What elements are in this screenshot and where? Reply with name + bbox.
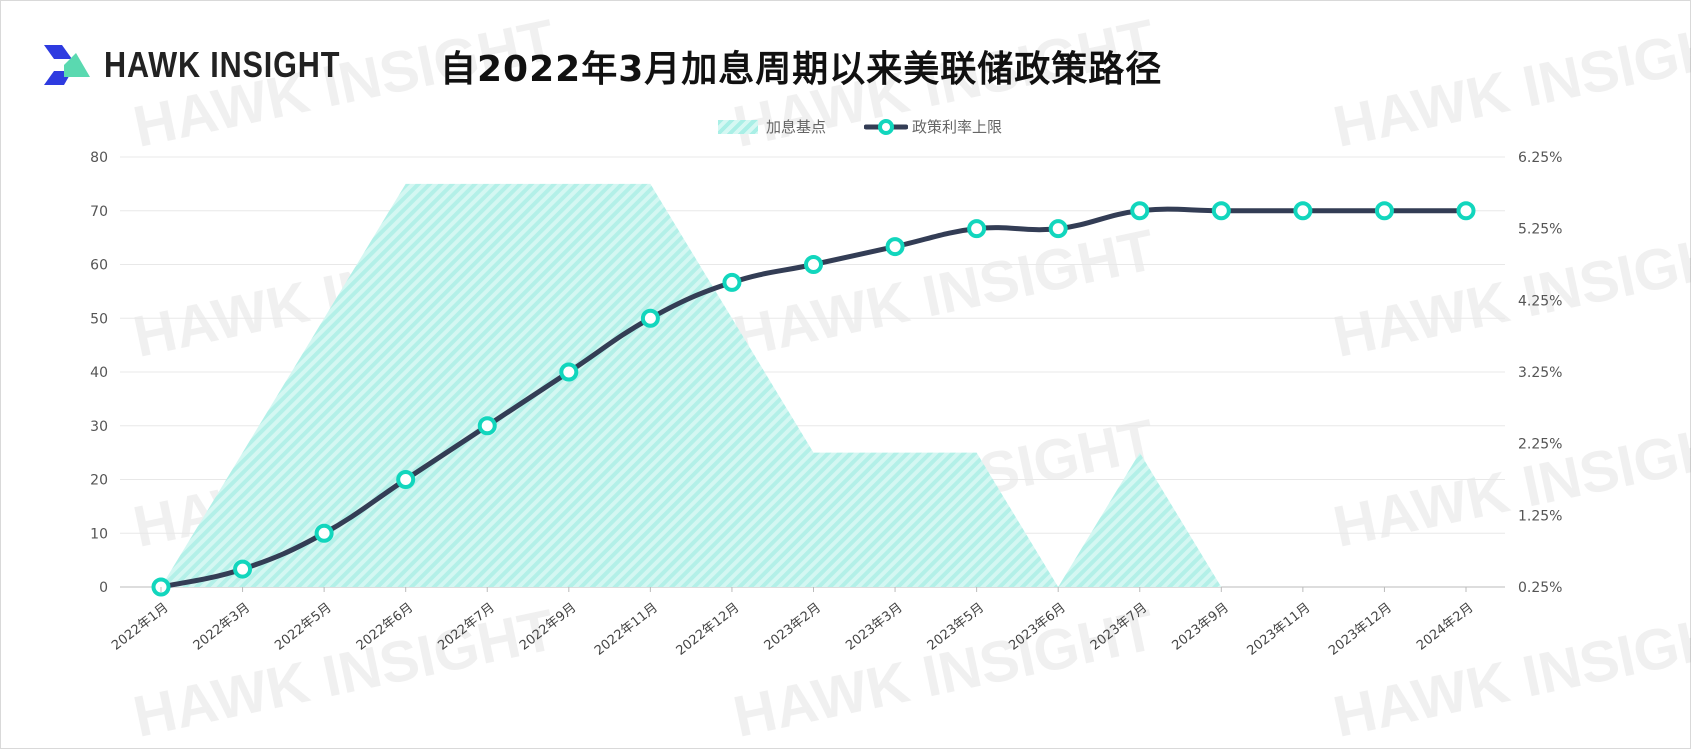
brand-logo: HAWK INSIGHT bbox=[42, 44, 382, 86]
left-tick-label: 10 bbox=[90, 526, 108, 542]
data-point bbox=[640, 308, 660, 328]
x-tick-label: 2023年11月 bbox=[1244, 600, 1313, 658]
legend: 加息基点 政策利率上限 bbox=[718, 116, 1040, 137]
data-point bbox=[1456, 201, 1476, 221]
data-point bbox=[1374, 201, 1394, 221]
data-point bbox=[314, 523, 334, 543]
x-tick-label: 2023年12月 bbox=[1326, 600, 1395, 658]
x-tick-label: 2023年5月 bbox=[925, 600, 987, 653]
x-tick-label: 2022年1月 bbox=[109, 600, 171, 653]
x-tick-label: 2022年6月 bbox=[354, 600, 416, 653]
right-tick-label: 4.25% bbox=[1518, 293, 1562, 309]
left-tick-label: 60 bbox=[90, 258, 108, 274]
data-point bbox=[885, 237, 905, 257]
left-tick-label: 70 bbox=[90, 204, 108, 220]
data-point bbox=[477, 416, 497, 436]
x-tick-label: 2022年12月 bbox=[674, 600, 743, 658]
right-tick-label: 6.25% bbox=[1518, 150, 1562, 166]
data-point bbox=[1048, 219, 1068, 239]
x-tick-label: 2022年11月 bbox=[592, 600, 661, 658]
line-marker-icon bbox=[864, 118, 909, 135]
x-tick-label: 2023年7月 bbox=[1088, 600, 1150, 653]
data-point bbox=[396, 470, 416, 489]
hawk-logo-icon bbox=[44, 45, 90, 85]
left-tick-label: 30 bbox=[90, 419, 108, 435]
x-tick-label: 2023年6月 bbox=[1006, 600, 1068, 653]
x-tick-label: 2024年2月 bbox=[1414, 600, 1476, 653]
x-tick-label: 2022年9月 bbox=[517, 600, 579, 653]
area-swatch-icon bbox=[718, 119, 758, 134]
x-tick-label: 2022年7月 bbox=[435, 600, 497, 653]
data-point bbox=[722, 272, 742, 292]
left-tick-label: 80 bbox=[90, 150, 108, 166]
x-tick-label: 2023年9月 bbox=[1169, 600, 1231, 653]
left-tick-label: 0 bbox=[99, 580, 108, 596]
data-point bbox=[1211, 201, 1231, 221]
area-series-rate-hike-bps bbox=[161, 183, 1466, 587]
brand-name: HAWK INSIGHT bbox=[104, 44, 341, 85]
data-point bbox=[804, 255, 823, 274]
left-tick-label: 40 bbox=[90, 365, 108, 381]
legend-label: 加息基点 bbox=[766, 118, 827, 136]
legend-item-area[interactable]: 加息基点 bbox=[718, 116, 826, 137]
data-point bbox=[233, 559, 253, 579]
right-tick-label: 5.25% bbox=[1518, 222, 1562, 238]
legend-label: 政策利率上限 bbox=[912, 118, 1003, 136]
chart-title: 自2022年3月加息周期以来美联储政策路径 bbox=[440, 49, 1163, 90]
left-tick-label: 50 bbox=[90, 311, 108, 327]
x-tick-label: 2022年3月 bbox=[191, 600, 253, 653]
x-tick-label: 2022年5月 bbox=[272, 600, 334, 653]
x-tick-label: 2023年2月 bbox=[762, 600, 824, 653]
left-tick-label: 20 bbox=[90, 473, 108, 489]
data-point bbox=[559, 362, 579, 382]
right-tick-label: 3.25% bbox=[1518, 365, 1562, 381]
legend-item-line[interactable]: 政策利率上限 bbox=[864, 116, 1002, 137]
x-tick-label: 2023年3月 bbox=[843, 600, 905, 653]
right-tick-label: 2.25% bbox=[1518, 437, 1562, 453]
right-tick-label: 0.25% bbox=[1518, 580, 1562, 596]
data-point bbox=[1130, 201, 1150, 221]
data-point bbox=[1293, 201, 1313, 221]
right-tick-label: 1.25% bbox=[1518, 508, 1562, 524]
data-point bbox=[967, 219, 987, 239]
